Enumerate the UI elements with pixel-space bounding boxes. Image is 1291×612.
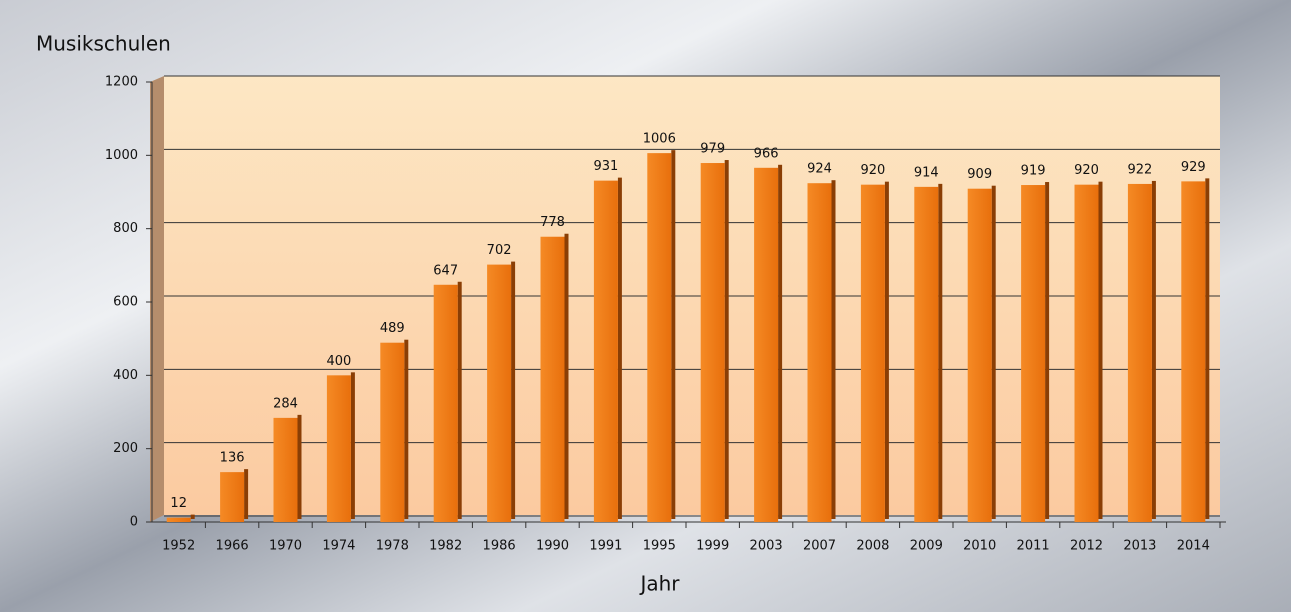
data-label: 702 [487, 243, 512, 258]
data-label: 920 [1074, 163, 1099, 178]
bar [273, 417, 298, 522]
x-tick-label: 1999 [696, 539, 729, 554]
x-tick-label: 1970 [269, 539, 302, 554]
data-label: 929 [1181, 160, 1206, 175]
bar-side [244, 469, 249, 519]
y-tick-label: 800 [113, 221, 138, 236]
x-tick-label: 1978 [376, 539, 409, 554]
data-label: 778 [540, 215, 565, 230]
bar-side [724, 160, 729, 520]
bar-side [884, 181, 889, 519]
data-label: 931 [593, 159, 618, 174]
x-tick-label: 1952 [162, 539, 195, 554]
bar [754, 167, 779, 523]
x-tick-label: 1991 [589, 539, 622, 554]
data-label: 136 [220, 451, 245, 466]
x-tick-label: 2009 [910, 539, 943, 554]
bar-side [190, 514, 195, 519]
bar [540, 236, 565, 522]
bar-side [564, 233, 569, 519]
bar-side [778, 164, 783, 520]
data-label: 400 [326, 354, 351, 369]
x-tick-label: 1966 [216, 539, 249, 554]
bar [220, 472, 245, 522]
bar-side [1098, 181, 1103, 519]
bar [1127, 183, 1152, 522]
data-label: 919 [1021, 164, 1046, 179]
data-label: 920 [860, 163, 885, 178]
bar-side [511, 261, 516, 519]
data-label: 922 [1127, 162, 1152, 177]
bar-side [404, 339, 409, 519]
x-tick-label: 2013 [1123, 539, 1156, 554]
x-tick-label: 1995 [643, 539, 676, 554]
x-tick-label: 2010 [963, 539, 996, 554]
bar-side [671, 150, 676, 519]
bar [1181, 181, 1206, 522]
x-tick-label: 1986 [483, 539, 516, 554]
data-label: 284 [273, 396, 298, 411]
bar [487, 264, 512, 522]
y-tick-label: 200 [113, 441, 138, 456]
data-label: 12 [170, 496, 187, 511]
bar-side [457, 281, 462, 519]
bar [860, 184, 885, 522]
bar-side [1151, 180, 1156, 519]
x-tick-label: 2014 [1177, 539, 1210, 554]
x-tick-label: 2011 [1017, 539, 1050, 554]
y-tick-label: 400 [113, 368, 138, 383]
data-label: 924 [807, 162, 832, 177]
bar-side [1205, 178, 1210, 519]
bar [380, 342, 405, 522]
x-tick-label: 2012 [1070, 539, 1103, 554]
bar-side [617, 177, 622, 519]
bar-side [1045, 182, 1050, 520]
bar [914, 186, 939, 522]
data-label: 966 [754, 146, 779, 161]
x-tick-label: 2003 [750, 539, 783, 554]
data-label: 909 [967, 167, 992, 182]
x-tick-label: 2008 [856, 539, 889, 554]
y-tick-label: 1000 [105, 148, 138, 163]
bar-side [350, 372, 355, 519]
bar-side [297, 414, 302, 519]
bar-side [938, 183, 943, 519]
bar [326, 375, 351, 522]
bar [700, 163, 725, 523]
bar [166, 517, 191, 522]
bar [433, 284, 458, 522]
data-label: 979 [700, 142, 725, 157]
bar [1074, 184, 1099, 522]
x-tick-label: 1990 [536, 539, 569, 554]
x-tick-label: 1982 [429, 539, 462, 554]
x-tick-label: 1974 [322, 539, 355, 554]
x-tick-label: 2007 [803, 539, 836, 554]
y-tick-label: 0 [130, 515, 138, 530]
y-tick-label: 1200 [105, 75, 138, 90]
bar [593, 180, 618, 522]
data-label: 1006 [643, 132, 676, 147]
data-label: 489 [380, 321, 405, 336]
x-axis-title: Jahr [638, 572, 680, 596]
bar-side [991, 185, 996, 519]
bar [1021, 185, 1046, 523]
y-axis-title: Musikschulen [36, 32, 171, 56]
bar [807, 183, 832, 522]
bar [647, 153, 672, 522]
data-label: 914 [914, 165, 939, 180]
data-label: 647 [433, 263, 458, 278]
y-tick-label: 600 [113, 295, 138, 310]
bar-side [831, 180, 836, 519]
bar [967, 188, 992, 522]
